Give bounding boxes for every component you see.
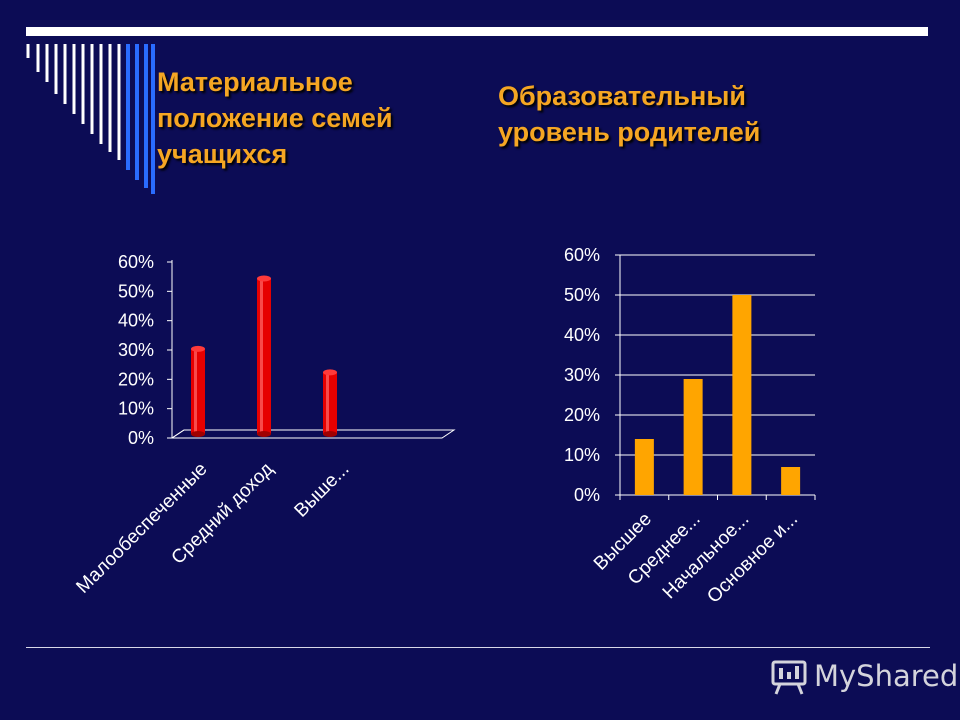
- bar-top: [191, 345, 205, 352]
- bar: [683, 379, 703, 495]
- title-material-status: Материальное положение семей учащихся: [157, 64, 393, 172]
- title-right-line-1: Образовательный: [498, 81, 746, 111]
- bar-highlight: [260, 278, 263, 434]
- top-rule: [26, 27, 928, 36]
- title-left-line-1: Материальное: [157, 67, 353, 97]
- y-tick-label: 60%: [564, 245, 600, 265]
- watermark-text: MyShared: [814, 659, 959, 693]
- y-tick-label: 20%: [118, 369, 154, 389]
- bar-highlight: [194, 348, 197, 434]
- y-tick-label: 40%: [564, 325, 600, 345]
- title-education-level: Образовательный уровень родителей: [498, 78, 760, 150]
- y-tick-label: 50%: [118, 281, 154, 301]
- y-tick-label: 10%: [564, 445, 600, 465]
- title-left-line-2: положение семей: [157, 103, 393, 133]
- bar-top: [257, 275, 271, 282]
- y-tick-label: 30%: [564, 365, 600, 385]
- y-tick-label: 50%: [564, 285, 600, 305]
- bar: [732, 295, 752, 495]
- presentation-icon: [771, 660, 807, 695]
- bar-highlight: [326, 372, 329, 434]
- y-tick-label: 40%: [118, 311, 154, 331]
- title-left-line-3: учащихся: [157, 139, 288, 169]
- y-tick-label: 30%: [118, 340, 154, 360]
- floor-edge: [171, 429, 185, 439]
- bar-top: [323, 369, 337, 376]
- bar-base: [323, 431, 337, 437]
- y-tick-label: 60%: [118, 252, 154, 272]
- decorative-stripes: [26, 44, 155, 194]
- watermark: MyShared: [770, 656, 958, 696]
- y-tick-label: 0%: [128, 428, 154, 448]
- bottom-rule: [26, 647, 930, 648]
- bar: [634, 439, 654, 495]
- y-tick-label: 20%: [564, 405, 600, 425]
- y-tick-label: 0%: [574, 485, 600, 505]
- bar: [781, 467, 801, 495]
- bar-base: [191, 431, 205, 437]
- bar-base: [257, 431, 271, 437]
- y-tick-label: 10%: [118, 399, 154, 419]
- title-right-line-2: уровень родителей: [498, 117, 761, 147]
